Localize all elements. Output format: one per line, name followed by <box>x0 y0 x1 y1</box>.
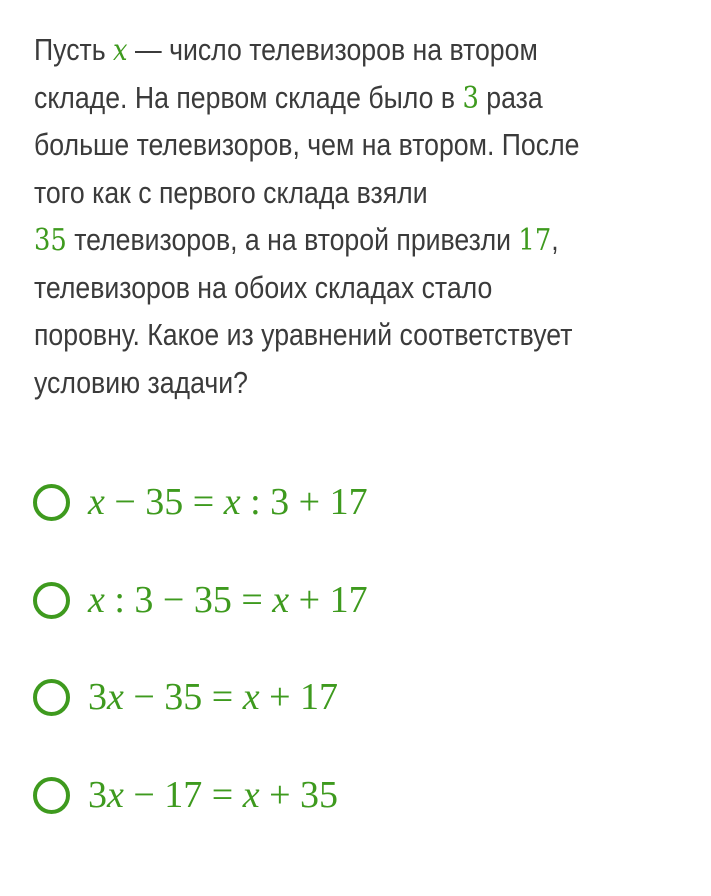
question-line: того как с первого склада взяли <box>34 169 579 217</box>
math-number: 17 <box>518 223 552 258</box>
question-line: Пусть x — число телевизоров на втором <box>34 26 579 74</box>
question-text: Пусть x — число телевизоров на втором ск… <box>34 26 668 406</box>
text: поровну. Какое из уравнений соответствуе… <box>34 317 573 352</box>
text: Пусть <box>34 32 114 67</box>
answer-option-1[interactable]: x − 35 = x : 3 + 17 <box>33 477 368 527</box>
radio-button[interactable] <box>33 776 70 814</box>
text: , <box>551 222 559 257</box>
answer-option-4[interactable]: 3x − 17 = x + 35 <box>33 770 338 820</box>
text: условию задачи? <box>34 364 248 400</box>
question-line: больше телевизоров, чем на втором. После <box>34 121 579 169</box>
radio-button[interactable] <box>33 483 70 521</box>
question-line: поровну. Какое из уравнений соответствуе… <box>34 311 579 359</box>
question-line: 35 телевизоров, а на второй привезли 17, <box>34 216 579 264</box>
math-number: 3 <box>462 80 479 116</box>
math-number: 35 <box>34 223 67 258</box>
radio-button[interactable] <box>33 678 70 716</box>
equation: 3x − 17 = x + 35 <box>88 774 339 816</box>
equation: x : 3 − 35 = x + 17 <box>88 579 368 621</box>
question-line: условию задачи? <box>34 359 579 407</box>
text: телевизоров, а на второй привезли <box>66 222 519 257</box>
text: того как с первого склада взяли <box>34 174 428 210</box>
text: складе. На первом складе было в <box>34 79 463 115</box>
text: больше телевизоров, чем на втором. После <box>34 127 580 162</box>
text: — число телевизоров на втором <box>127 32 538 67</box>
question-line: телевизоров на обоих складах стало <box>34 264 579 312</box>
text: раза <box>478 79 543 115</box>
radio-button[interactable] <box>33 581 70 619</box>
text: телевизоров на обоих складах стало <box>34 269 493 305</box>
answer-option-2[interactable]: x : 3 − 35 = x + 17 <box>33 575 368 625</box>
equation: x − 35 = x : 3 + 17 <box>88 481 368 523</box>
equation: 3x − 35 = x + 17 <box>88 676 339 718</box>
answer-option-3[interactable]: 3x − 35 = x + 17 <box>33 672 338 722</box>
question-line: складе. На первом складе было в 3 раза <box>34 74 579 122</box>
math-variable: x <box>113 33 128 68</box>
